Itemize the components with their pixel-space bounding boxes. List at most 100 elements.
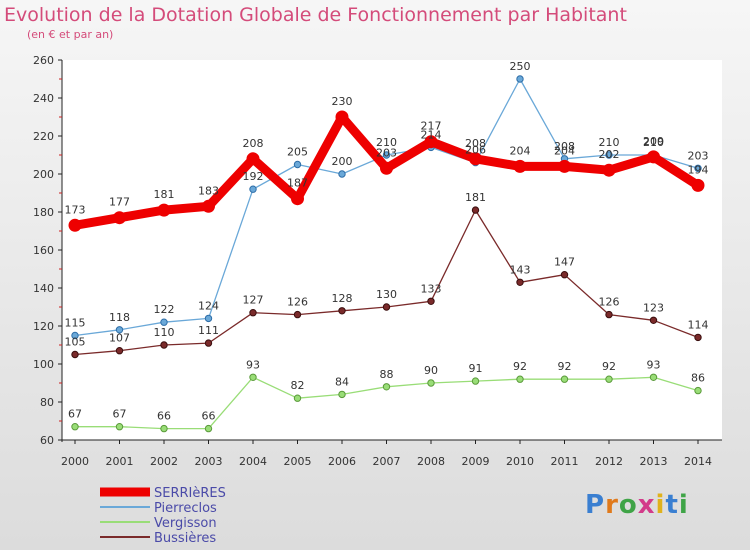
data-label: 208 (554, 140, 575, 153)
legend-label: Pierreclos (154, 501, 217, 516)
brand-letter: i (678, 490, 689, 520)
y-tick-label: 240 (33, 92, 54, 105)
series-point (202, 199, 215, 213)
y-tick-label: 200 (33, 168, 54, 181)
data-label: 206 (465, 144, 486, 157)
data-label: 66 (202, 410, 216, 423)
data-label: 208 (243, 137, 264, 150)
data-label: 208 (465, 137, 486, 150)
data-label: 92 (513, 360, 527, 373)
brand-letter: t (665, 490, 679, 520)
data-label: 194 (688, 163, 709, 176)
series-point (293, 394, 302, 402)
data-label: 82 (291, 379, 305, 392)
x-tick-label: 2002 (150, 455, 178, 468)
series-point (424, 135, 438, 149)
series-point (293, 310, 302, 319)
brand-letter: i (655, 490, 666, 520)
x-tick-label: 2005 (284, 455, 312, 468)
data-label: 177 (109, 196, 130, 209)
series-point (160, 424, 168, 433)
y-tick-label: 160 (33, 244, 54, 257)
series-point (249, 373, 257, 381)
brand-logo: Proxiti (585, 490, 689, 520)
data-label: 122 (154, 303, 175, 316)
data-label: 202 (599, 148, 620, 161)
y-tick-label: 80 (40, 396, 54, 409)
y-tick-label: 180 (33, 206, 54, 219)
data-label: 133 (421, 282, 442, 295)
series-point (602, 163, 616, 177)
brand-letter: o (618, 490, 638, 520)
x-tick-label: 2012 (595, 455, 623, 468)
series-point (380, 161, 393, 175)
data-label: 66 (157, 410, 171, 423)
data-label: 114 (688, 318, 709, 331)
series-point (293, 160, 302, 169)
legend-label: SERRIèRES (154, 486, 226, 501)
series-point (516, 278, 524, 286)
series-point (471, 377, 480, 385)
data-label: 230 (332, 95, 353, 108)
x-tick-label: 2009 (462, 455, 490, 468)
series-point (335, 110, 349, 124)
legend-label: Vergisson (154, 516, 217, 531)
series-point (338, 390, 346, 399)
x-tick-label: 2003 (195, 455, 223, 468)
series-point (605, 151, 613, 159)
x-tick-label: 2014 (684, 455, 712, 468)
series-point (694, 386, 702, 395)
series-point (204, 314, 213, 323)
data-label: 181 (154, 188, 175, 201)
y-tick-label: 220 (33, 130, 54, 143)
data-label: 204 (510, 144, 531, 157)
series-point (115, 326, 124, 334)
series-point (605, 310, 613, 319)
data-label: 123 (643, 301, 664, 314)
brand-letter: P (585, 490, 606, 520)
data-label: 118 (109, 311, 130, 324)
series-point (160, 341, 168, 349)
series-point (338, 170, 346, 178)
series-point (204, 424, 213, 433)
series-point (113, 211, 126, 225)
series-point (694, 164, 702, 173)
series-point (471, 206, 480, 214)
series-point (558, 159, 571, 173)
x-tick-label: 2007 (373, 455, 401, 468)
series-point (560, 375, 569, 383)
data-label: 126 (287, 296, 308, 309)
series-point (647, 150, 660, 164)
data-label: 214 (421, 128, 442, 141)
data-label: 203 (688, 149, 709, 162)
series-point (649, 373, 658, 381)
series-point (427, 379, 435, 387)
series-point (115, 347, 124, 355)
data-label: 93 (246, 358, 260, 371)
x-tick-label: 2011 (551, 455, 579, 468)
y-tick-label: 260 (33, 54, 54, 67)
data-label: 217 (421, 120, 442, 133)
series-point (338, 307, 346, 315)
series-point (71, 423, 79, 431)
plot-area (62, 60, 722, 440)
data-label: 204 (554, 144, 575, 157)
series-point (513, 159, 527, 173)
data-label: 250 (510, 60, 531, 73)
data-label: 203 (376, 146, 397, 159)
series-point (160, 318, 168, 326)
series-point (649, 316, 658, 324)
data-label: 67 (113, 408, 127, 421)
x-tick-label: 2006 (328, 455, 356, 468)
data-label: 210 (599, 136, 620, 149)
data-label: 127 (243, 294, 264, 307)
series-point (516, 75, 524, 83)
y-tick-label: 120 (33, 320, 54, 333)
x-tick-label: 2008 (417, 455, 445, 468)
data-label: 147 (554, 256, 575, 269)
chart-subtitle: (en € et par an) (27, 28, 114, 41)
series-point (469, 152, 482, 166)
series-point (68, 218, 82, 232)
